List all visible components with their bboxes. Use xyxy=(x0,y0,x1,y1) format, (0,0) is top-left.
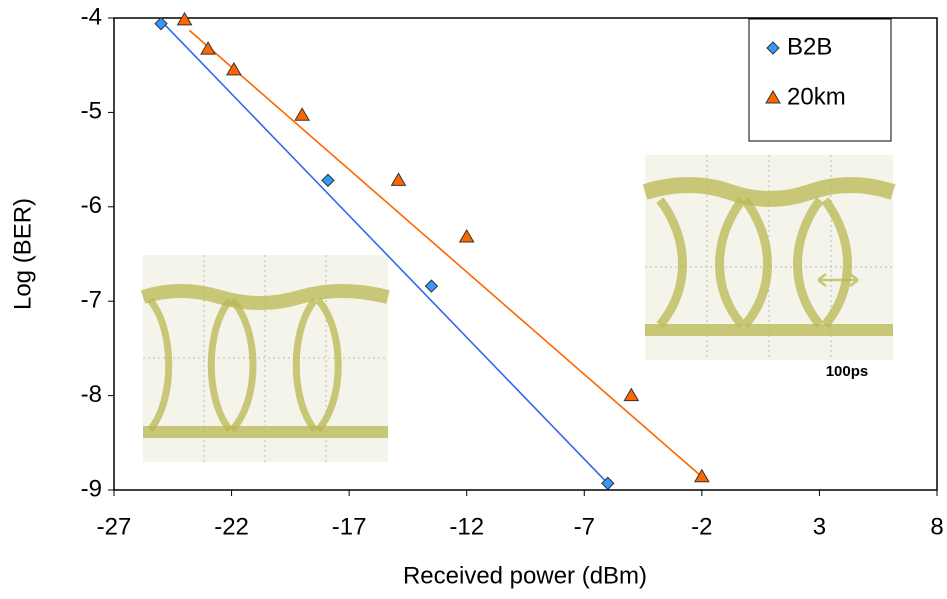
x-tick-label: -2 xyxy=(691,513,712,540)
y-tick-label: -7 xyxy=(81,287,102,314)
x-tick-label: -27 xyxy=(97,513,132,540)
x-tick-label: -17 xyxy=(332,513,367,540)
y-tick-label: -5 xyxy=(81,98,102,125)
legend-label: 20km xyxy=(787,83,846,110)
legend-label: B2B xyxy=(787,33,832,60)
eye-diagram-inset xyxy=(645,155,893,360)
x-tick-label: -22 xyxy=(214,513,249,540)
y-tick-label: -8 xyxy=(81,381,102,408)
eye-diagram-inset xyxy=(143,255,388,462)
y-tick-label: -4 xyxy=(81,3,102,30)
x-tick-label: -7 xyxy=(574,513,595,540)
x-tick-label: 3 xyxy=(813,513,826,540)
x-axis-title: Received power (dBm) xyxy=(403,562,647,589)
y-tick-label: -6 xyxy=(81,192,102,219)
chart: 100ps Received power (dBm) Log (BER) -27… xyxy=(0,0,947,594)
x-tick-label: 8 xyxy=(930,513,943,540)
annotation: 100ps xyxy=(826,363,869,380)
x-tick-label: -12 xyxy=(449,513,484,540)
y-tick-label: -9 xyxy=(81,475,102,502)
y-axis-title: Log (BER) xyxy=(9,198,36,310)
